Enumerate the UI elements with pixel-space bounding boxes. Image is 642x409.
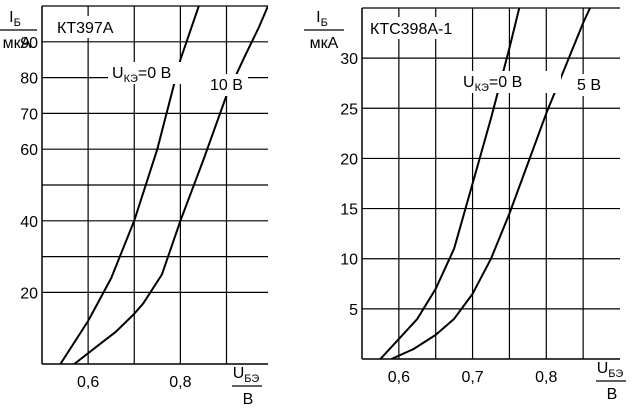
series-label-1: 5 В [577, 77, 601, 94]
y-tick-label: 5 [349, 302, 358, 319]
x-axis-label: UБЭ [597, 360, 624, 380]
series-curve-0 [59, 6, 200, 364]
series-label-backdrop [206, 74, 248, 96]
x-tick-label: 0,8 [535, 369, 557, 386]
y-tick-label: 25 [340, 101, 358, 118]
y-tick-label: 20 [340, 151, 358, 168]
series-label-backdrop [573, 74, 615, 96]
plot-area [379, 8, 592, 359]
y-tick-label: 40 [20, 214, 38, 231]
y-tick-label: 10 [340, 252, 358, 269]
y-axis-unit: мкА [310, 35, 339, 52]
series-label-0: UКЭ=0 В [112, 65, 171, 85]
title-backdrop [366, 17, 470, 39]
y-tick-label: 90 [20, 35, 38, 52]
x-tick-label: 0,8 [169, 374, 191, 391]
y-tick-label: 15 [340, 202, 358, 219]
plot-area [59, 6, 268, 364]
x-axis-unit: В [243, 391, 254, 408]
y-tick-label: 80 [20, 71, 38, 88]
y-tick-label: 30 [340, 51, 358, 68]
x-tick-label: 0,7 [461, 369, 483, 386]
series-label-backdrop [459, 71, 561, 93]
y-axis-label: IБ [316, 9, 328, 29]
title-backdrop [53, 16, 127, 38]
series-label-backdrop [108, 62, 210, 84]
y-tick-label: 70 [20, 106, 38, 123]
series-label-1: 10 В [210, 77, 243, 94]
chart-title: КТ397А [57, 20, 114, 37]
x-axis-label: UБЭ [233, 365, 260, 385]
y-axis-label: IБ [9, 9, 21, 29]
chart-title: КТС398А-1 [370, 21, 452, 38]
chart-kts398a1: 5 10 15 20 25 30 0,6 0,7 0,8 КТС398А-1 IБ мкА UБЭ В UК… [304, 7, 626, 403]
series-curve-0 [379, 8, 521, 359]
series-curve-1 [73, 6, 268, 364]
x-tick-label: 0,6 [388, 369, 410, 386]
x-tick-label: 0,6 [77, 374, 99, 391]
x-axis-unit: В [607, 386, 618, 403]
y-tick-label: 60 [20, 142, 38, 159]
chart-kt397a: 20 40 60 70 80 90 0,6 0,8 КТ397А IБ мкА UБЭ В UКЭ=0 В… [0, 5, 268, 408]
y-axis-unit: мкА [3, 35, 32, 52]
y-tick-label: 20 [20, 285, 38, 302]
series-curve-1 [391, 8, 592, 359]
series-label-0: UКЭ=0 В [463, 74, 522, 94]
